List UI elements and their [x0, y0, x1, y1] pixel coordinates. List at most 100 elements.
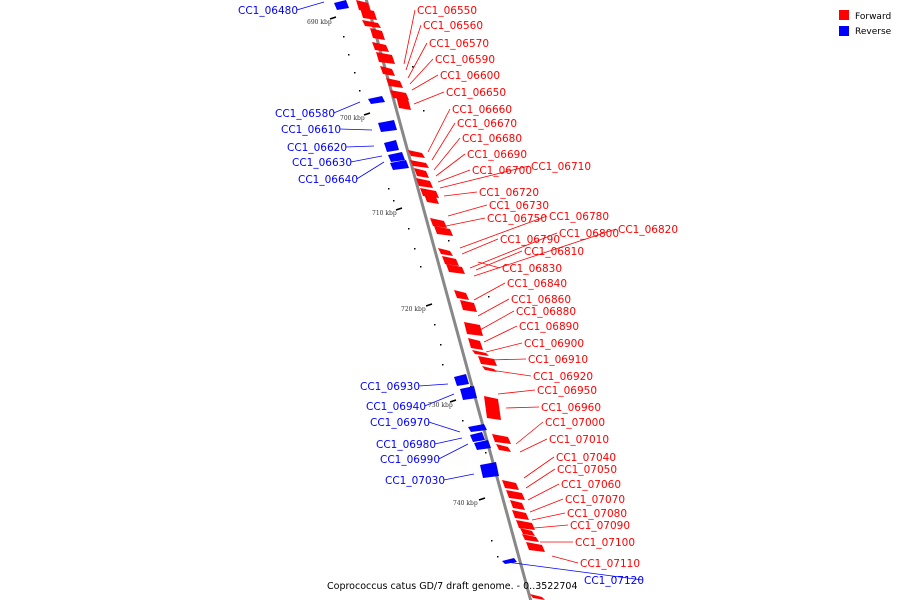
gene-feature-cc1-07050 — [510, 500, 525, 510]
gene-features — [334, 0, 545, 600]
leader-line — [459, 215, 548, 249]
gene-feature-cc1-06830 — [446, 264, 465, 274]
leader-line — [479, 310, 515, 331]
gene-label-cc1-06790: CC1_06790 — [500, 234, 560, 246]
leader-line — [505, 561, 643, 581]
leader-line — [533, 524, 569, 529]
gene-label-cc1-06620: CC1_06620 — [287, 142, 347, 154]
leader-line — [447, 204, 488, 217]
leader-line — [477, 298, 510, 317]
tick-label-710: 710 kbp — [372, 210, 397, 217]
leader-line — [443, 473, 475, 481]
gene-label-cc1-06690: CC1_06690 — [467, 149, 527, 161]
gene-label-cc1-06640: CC1_06640 — [298, 174, 358, 186]
tick-mark — [329, 16, 337, 20]
gene-label-cc1-06820: CC1_06820 — [618, 224, 678, 236]
leader-line — [296, 1, 325, 11]
gene-feature-cc1-06820 — [438, 248, 453, 256]
gene-feature-cc1-06920 — [482, 366, 497, 372]
gene-feature-cc1-06810 — [442, 256, 459, 266]
gene-feature-cc1-06680 — [390, 90, 409, 100]
gene-feature-cc1-06550 — [356, 0, 371, 12]
gene-label-cc1-06780: CC1_06780 — [549, 211, 609, 223]
gene-label-cc1-06930: CC1_06930 — [360, 381, 420, 393]
leader-line — [356, 161, 385, 180]
gene-feature-cc1-06580 — [368, 96, 385, 104]
track-dots — [343, 36, 519, 558]
gene-feature-cc1-06960 — [492, 434, 511, 444]
gene-feature-cc1-06970 — [468, 424, 487, 432]
gene-label-cc1-06720: CC1_06720 — [479, 187, 539, 199]
leader-line — [431, 122, 456, 161]
gene-label-cc1-06960: CC1_06960 — [541, 402, 601, 414]
gene-label-cc1-06860: CC1_06860 — [511, 294, 571, 306]
gene-feature-cc1-06480 — [334, 0, 349, 10]
gene-feature-cc1-06640 — [390, 160, 409, 170]
leader-line — [519, 438, 548, 453]
leader-line — [424, 393, 455, 407]
gene-feature-cc1-06840 — [454, 290, 469, 300]
gene-label-cc1-06890: CC1_06890 — [519, 321, 579, 333]
leader-line — [551, 555, 579, 564]
gene-label-cc1-06900: CC1_06900 — [524, 338, 584, 350]
gene-label-cc1-07070: CC1_07070 — [565, 494, 625, 506]
leader-line — [473, 282, 506, 301]
leader-line — [434, 437, 463, 445]
gene-label-cc1-07100: CC1_07100 — [575, 537, 635, 549]
leader-line — [409, 58, 434, 85]
gene-feature-cc1-07120 — [502, 558, 517, 564]
leader-line — [445, 217, 486, 227]
gene-feature-cc1-07010 — [502, 480, 519, 490]
gene-label-cc1-07030: CC1_07030 — [385, 475, 445, 487]
tick-mark — [425, 303, 433, 307]
leader-line — [443, 191, 478, 197]
leader-line — [438, 443, 469, 460]
leader-line — [439, 165, 530, 189]
gene-feature-cc1-07000 — [496, 444, 511, 452]
gene-feature-cc1-06720 — [414, 168, 429, 178]
gene-label-cc1-06660: CC1_06660 — [452, 104, 512, 116]
gene-feature-cc1-07040 — [506, 490, 525, 500]
gene-label-cc1-06590: CC1_06590 — [435, 54, 495, 66]
leader-line — [489, 369, 532, 377]
gene-feature-cc1-07090 — [522, 534, 539, 542]
gene-feature-cc1-07100 — [526, 542, 545, 552]
gene-feature-cc1-06950 — [484, 396, 501, 420]
tick-label-700: 700 kbp — [340, 115, 365, 122]
gene-label-cc1-06910: CC1_06910 — [528, 354, 588, 366]
gene-feature-cc1-06730 — [416, 178, 433, 188]
gene-label-cc1-06670: CC1_06670 — [457, 118, 517, 130]
legend-reverse-swatch — [839, 26, 849, 36]
gene-label-cc1-06880: CC1_06880 — [516, 306, 576, 318]
tick-mark — [395, 207, 403, 211]
legend: Forward Reverse — [839, 10, 892, 37]
genome-caption: Coprococcus catus GD/7 draft genome. - 0… — [327, 581, 578, 592]
gene-label-cc1-06970: CC1_06970 — [370, 417, 430, 429]
gene-feature-cc1-06670 — [386, 78, 403, 88]
tick-mark — [449, 399, 457, 403]
leader-line — [477, 261, 501, 269]
leader-line — [485, 342, 523, 353]
gene-label-cc1-06840: CC1_06840 — [507, 278, 567, 290]
leader-line — [405, 24, 422, 71]
leader-line — [487, 358, 527, 361]
tick-marks: 690 kbp 700 kbp 710 kbp 720 kbp 730 kbp … — [307, 16, 486, 507]
leader-line — [407, 42, 428, 79]
gene-feature-cc1-06690 — [396, 96, 411, 110]
gene-label-cc1-06710: CC1_06710 — [531, 161, 591, 173]
leader-line — [333, 101, 361, 114]
leader-line — [505, 406, 540, 409]
gene-feature-cc1-06860 — [460, 300, 477, 312]
gene-feature-cc1-06890 — [468, 338, 483, 350]
gene-feature-cc1-06800 — [434, 226, 453, 236]
gene-feature-cc1-06900 — [472, 350, 489, 356]
leader-line — [403, 9, 416, 65]
leader-line — [461, 238, 499, 255]
gene-labels: CC1_06550 CC1_06560 CC1_06570 CC1_06590 CC1_… — [238, 1, 678, 587]
gene-label-cc1-06610: CC1_06610 — [281, 124, 341, 136]
gene-feature-cc1-06980 — [470, 432, 485, 442]
gene-feature-cc1-06600 — [372, 42, 389, 52]
leader-line — [437, 169, 471, 183]
gene-feature-cc1-06710 — [410, 160, 429, 168]
